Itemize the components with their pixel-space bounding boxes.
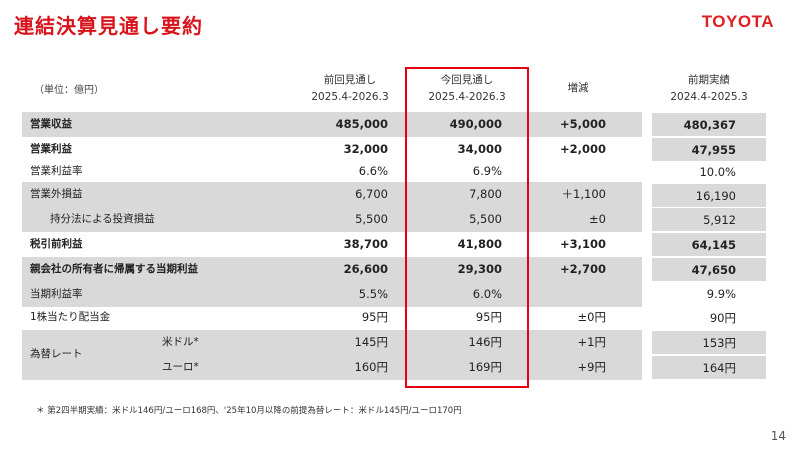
fx-rate-block: 為替レート 米ドル* 145円 146円 +1円 ユーロ* 160円 169円 … bbox=[22, 330, 642, 380]
prev-forecast-value: 6,700 bbox=[355, 187, 388, 201]
row-label: 営業外損益 bbox=[30, 188, 83, 200]
previous-results-value: 164円 bbox=[702, 361, 736, 375]
curr-forecast-value: 6.0% bbox=[472, 287, 502, 301]
prev-forecast-value: 38,700 bbox=[343, 237, 388, 251]
fx-usd-prev-value: 145円 bbox=[354, 335, 388, 349]
toyota-logo: TOYOTA bbox=[701, 12, 774, 31]
unit-label: （単位：億円） bbox=[34, 85, 104, 96]
prev-forecast-value: 95円 bbox=[361, 310, 388, 324]
col-header-change: 増減 bbox=[548, 80, 608, 97]
table-row: 営業利益 32,000 34,000 +2,000 bbox=[22, 137, 642, 162]
curr-forecast-value: 6.9% bbox=[472, 164, 502, 178]
col-header-line2: 2025.4-2026.3 bbox=[428, 91, 506, 103]
change-value: +5,000 bbox=[559, 117, 606, 131]
col-header-previous-results: 前期実績 2024.4-2025.3 bbox=[652, 72, 766, 106]
row-label: 税引前利益 bbox=[30, 238, 83, 250]
row-label: 1株当たり配当金 bbox=[30, 311, 111, 323]
col-header-line1: 今回見通し bbox=[440, 74, 494, 86]
row-label: 営業利益率 bbox=[30, 165, 83, 177]
change-value: +2,700 bbox=[559, 262, 606, 276]
row-label: 親会社の所有者に帰属する当期利益 bbox=[30, 263, 198, 275]
change-value: +3,100 bbox=[559, 237, 606, 251]
table-row: 親会社の所有者に帰属する当期利益 26,600 29,300 +2,700 bbox=[22, 257, 642, 282]
fx-usd-label: 米ドル* bbox=[162, 336, 199, 348]
col-header-line1: 前回見通し bbox=[323, 74, 377, 86]
previous-results-row: 480,367 bbox=[652, 113, 766, 136]
previous-results-value: 47,650 bbox=[691, 263, 736, 277]
previous-results-value: 64,145 bbox=[691, 238, 736, 252]
slide-title: 連結決算見通し要約 bbox=[14, 14, 203, 38]
table-row: 営業外損益 6,700 7,800 ＋1,100 bbox=[22, 182, 642, 207]
prev-forecast-value: 5,500 bbox=[355, 212, 388, 226]
col-header-line1: 増減 bbox=[567, 82, 589, 94]
fx-rate-label: 為替レート bbox=[30, 348, 83, 360]
prev-forecast-value: 5.5% bbox=[358, 287, 388, 301]
curr-forecast-value: 95円 bbox=[475, 310, 502, 324]
prev-forecast-value: 26,600 bbox=[343, 262, 388, 276]
fx-eur-curr-value: 169円 bbox=[468, 360, 502, 374]
previous-results-row: 47,650 bbox=[652, 258, 766, 281]
current-forecast-highlight-box bbox=[405, 67, 529, 388]
col-header-previous-forecast: 前回見通し 2025.4-2026.3 bbox=[300, 72, 400, 106]
fx-eur-change-value: +9円 bbox=[577, 360, 606, 374]
row-label: 営業収益 bbox=[30, 118, 72, 130]
previous-results-row: 47,955 bbox=[652, 138, 766, 161]
prev-forecast-value: 485,000 bbox=[335, 117, 388, 131]
col-header-current-forecast: 今回見通し 2025.4-2026.3 bbox=[414, 72, 520, 106]
row-label: 営業利益 bbox=[30, 143, 72, 155]
previous-results-row: 10.0% bbox=[652, 160, 766, 183]
fx-eur-prev-value: 160円 bbox=[354, 360, 388, 374]
fx-eur-label: ユーロ* bbox=[162, 361, 199, 373]
change-value: +2,000 bbox=[559, 142, 606, 156]
previous-results-row: 9.9% bbox=[652, 282, 766, 305]
previous-results-value: 9.9% bbox=[706, 287, 736, 301]
previous-results-row: 5,912 bbox=[652, 208, 766, 231]
curr-forecast-value: 34,000 bbox=[457, 142, 502, 156]
col-header-line1: 前期実績 bbox=[688, 74, 730, 86]
table-row: 持分法による投資損益 5,500 5,500 ±0 bbox=[22, 207, 642, 232]
table-row: 当期利益率 5.5% 6.0% bbox=[22, 282, 642, 307]
previous-results-value: 16,190 bbox=[695, 189, 736, 203]
curr-forecast-value: 5,500 bbox=[469, 212, 502, 226]
previous-results-row: 90円 bbox=[652, 306, 766, 329]
table-row: 営業収益 485,000 490,000 +5,000 bbox=[22, 112, 642, 137]
table-row: 税引前利益 38,700 41,800 +3,100 bbox=[22, 232, 642, 257]
prev-forecast-value: 32,000 bbox=[343, 142, 388, 156]
row-label: 持分法による投資損益 bbox=[50, 213, 155, 225]
change-value: ±0円 bbox=[577, 310, 606, 324]
footnote: ＊ 第2四半期実績：米ドル146円/ユーロ168円、'25年10月以降の前提為替… bbox=[36, 406, 462, 416]
page-number: 14 bbox=[770, 429, 786, 443]
previous-results-row: 64,145 bbox=[652, 233, 766, 256]
previous-results-value: 47,955 bbox=[691, 143, 736, 157]
previous-results-value: 480,367 bbox=[683, 118, 736, 132]
change-value: ＋1,100 bbox=[561, 187, 606, 201]
curr-forecast-value: 29,300 bbox=[457, 262, 502, 276]
previous-results-value: 153円 bbox=[702, 336, 736, 350]
table-row: 営業利益率 6.6% 6.9% bbox=[22, 159, 642, 184]
fx-usd-curr-value: 146円 bbox=[468, 335, 502, 349]
col-header-line2: 2025.4-2026.3 bbox=[311, 91, 389, 103]
previous-results-row: 164円 bbox=[652, 356, 766, 379]
previous-results-value: 5,912 bbox=[703, 213, 736, 227]
previous-results-value: 90円 bbox=[709, 311, 736, 325]
curr-forecast-value: 7,800 bbox=[469, 187, 502, 201]
change-value: ±0 bbox=[589, 212, 606, 226]
curr-forecast-value: 41,800 bbox=[457, 237, 502, 251]
curr-forecast-value: 490,000 bbox=[449, 117, 502, 131]
row-label: 当期利益率 bbox=[30, 288, 83, 300]
fx-usd-change-value: +1円 bbox=[577, 335, 606, 349]
previous-results-value: 10.0% bbox=[699, 165, 736, 179]
col-header-line2: 2024.4-2025.3 bbox=[670, 91, 748, 103]
prev-forecast-value: 6.6% bbox=[358, 164, 388, 178]
table-row: 1株当たり配当金 95円 95円 ±0円 bbox=[22, 305, 642, 330]
previous-results-row: 153円 bbox=[652, 331, 766, 354]
previous-results-row: 16,190 bbox=[652, 184, 766, 207]
